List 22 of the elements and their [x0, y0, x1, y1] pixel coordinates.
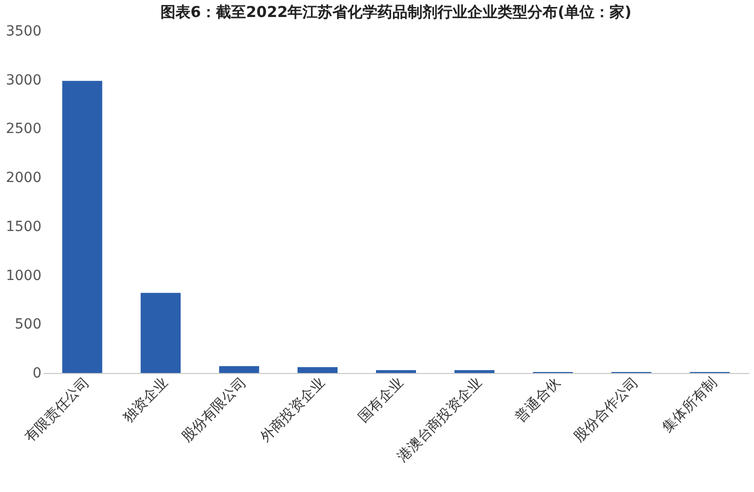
x-tick-label: 股份有限公司: [179, 374, 250, 446]
bar: [62, 80, 102, 373]
x-tick-label: 独资企业: [120, 374, 172, 426]
x-tick-label: 外商投资企业: [257, 374, 328, 446]
bar: [219, 366, 260, 373]
x-tick-label: 普通合伙: [512, 374, 564, 426]
bar: [298, 367, 338, 373]
y-tick-label: 500: [14, 316, 42, 333]
bar: [376, 370, 416, 373]
x-tick-label: 集体所有制: [660, 374, 720, 436]
y-tick-label: 1500: [6, 218, 42, 235]
y-tick-label: 2500: [6, 121, 42, 138]
bar: [454, 370, 494, 373]
y-tick-label: 3500: [6, 24, 42, 40]
x-tick-label: 股份合作公司: [571, 374, 642, 446]
y-tick-label: 2000: [6, 170, 42, 186]
chart-title: 图表6：截至2022年江苏省化学药品制剂行业企业类型分布(单位：家): [160, 3, 632, 21]
y-tick-label: 1000: [6, 268, 42, 284]
y-tick-label: 0: [32, 366, 42, 382]
y-tick-label: 3000: [6, 72, 42, 88]
x-tick-label: 国有企业: [356, 374, 407, 426]
bar: [140, 292, 181, 373]
